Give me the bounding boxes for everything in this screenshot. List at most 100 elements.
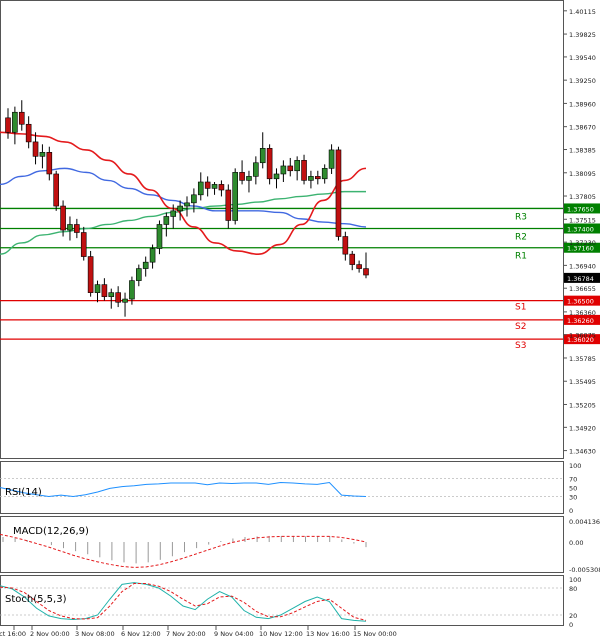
candle-body-down [315, 176, 321, 180]
candle-body-down [18, 111, 25, 125]
price-axis: 1.40115 1.39825 1.39540 1.39250 1.38960 1.386… [563, 8, 600, 456]
candle-body-down [5, 117, 11, 133]
ma-line-green [0, 190, 366, 255]
price-tick-label: 1.38670 [569, 124, 596, 132]
price-tick-label: 1.37805 [569, 193, 596, 201]
candle-body-up [12, 111, 18, 133]
time-tick-label: Oct 16:00 [0, 630, 26, 638]
level-name-r3: R3 [515, 212, 527, 222]
candle-body-down [218, 184, 225, 191]
candle-body-up [273, 173, 280, 180]
time-tick-label: 13 Nov 16:00 [306, 630, 350, 638]
candle-body-up [94, 284, 101, 293]
candle-body-up [67, 224, 73, 231]
candle-body-up [163, 216, 170, 225]
candle-body-down [335, 149, 342, 237]
price-tick-label: 1.35785 [569, 355, 596, 363]
candle-body-up [191, 194, 197, 204]
level-price-label-r2: 1.37400 [567, 225, 594, 233]
candle-body-down [363, 268, 369, 276]
macd-tick-label: 0.004136 [569, 518, 600, 526]
stoch-tick-label: 20 [569, 612, 577, 620]
time-tick-label: 3 Nov 08:00 [75, 630, 115, 638]
level-price-label-r1: 1.37160 [567, 245, 594, 253]
macd-panel-frame [0, 516, 564, 573]
price-tick-label: 1.39540 [569, 54, 596, 62]
candle-body-up [177, 205, 183, 212]
candle-body-down [225, 189, 232, 221]
macd-tick-label: -0.005308 [569, 566, 600, 574]
level-price-label-s3: 1.36020 [567, 336, 594, 344]
candle-body-up [184, 202, 190, 207]
rsi-tick-label: 50 [569, 485, 577, 493]
macd-label: MACD(12,26,9) [13, 526, 89, 537]
candle-body-up [129, 280, 135, 300]
price-tick-label: 1.37230 [569, 239, 596, 247]
support-resistance-levels: 1.37650 R3 1.37400 R2 1.37160 R1 1.36500 S1 1.36… [0, 203, 600, 351]
rsi-tick-label: 70 [569, 476, 577, 484]
candle-body-down [239, 172, 245, 181]
macd-panel: 0.004136 0.00 -0.005308 MACD(12,26,9) [0, 518, 600, 574]
candle-body-down [287, 165, 294, 172]
candle-body-up [253, 162, 259, 177]
time-axis: Oct 16:00 2 Nov 00:00 3 Nov 08:00 6 Nov 12:… [0, 626, 397, 638]
candle-body-down [301, 160, 307, 181]
candle-body-down [87, 256, 94, 293]
candle-body-down [74, 224, 80, 233]
candle-body-down [25, 123, 32, 143]
price-tick-label: 1.38960 [569, 100, 596, 108]
candle-body-down [356, 264, 362, 269]
candle-body-down [60, 205, 66, 231]
candle-body-up [136, 268, 142, 281]
level-name-r1: R1 [515, 252, 527, 262]
candle-body-up [321, 168, 328, 180]
candle-body-up [328, 149, 335, 169]
price-tick-label: 1.36360 [569, 309, 596, 317]
rsi-panel-frame [0, 461, 564, 514]
candle-body-up [156, 224, 163, 249]
candle-body-up [259, 148, 266, 164]
rsi-tick-label: 100 [569, 462, 581, 470]
price-tick-label: 1.39250 [569, 77, 596, 85]
candle-body-up [122, 298, 128, 303]
level-name-s3: S3 [515, 341, 526, 351]
candle-body-up [197, 181, 204, 196]
rsi-line [0, 482, 367, 498]
candle-body-up [246, 176, 252, 181]
moving-averages [0, 131, 367, 255]
candle-body-up [294, 160, 300, 172]
price-tick-label: 1.36940 [569, 262, 596, 270]
price-tick-label: 1.38385 [569, 147, 596, 155]
candle-body-up [280, 165, 287, 175]
stoch-tick-label: 0 [569, 621, 573, 629]
level-price-label-s1: 1.36500 [567, 298, 594, 306]
ma-line-red [0, 131, 367, 255]
candlesticks [5, 100, 369, 317]
time-tick-label: 6 Nov 12:00 [121, 630, 161, 638]
level-price-label-s2: 1.36260 [567, 317, 594, 325]
candle-body-up [39, 152, 46, 157]
rsi-label: RSI(14) [5, 487, 42, 498]
price-tick-label: 1.36655 [569, 285, 596, 293]
time-tick-label: 7 Nov 20:00 [166, 630, 206, 638]
candle-body-down [32, 141, 39, 157]
candle-body-up [142, 261, 149, 269]
rsi-tick-label: 0 [569, 507, 573, 515]
ma-line-blue [0, 167, 367, 228]
stoch-label: Stoch(5,5,3) [5, 594, 67, 605]
candle-body-up [308, 176, 314, 181]
price-tick-label: 1.36075 [569, 332, 596, 340]
price-tick-label: 1.35205 [569, 401, 596, 409]
candle-body-down [53, 173, 59, 207]
candle-body-down [342, 236, 349, 255]
price-tick-label: 1.38095 [569, 170, 596, 178]
price-tick-label: 1.40115 [569, 8, 596, 16]
stoch-panel-frame [0, 575, 564, 626]
stoch-tick-label: 100 [569, 576, 581, 584]
level-name-s1: S1 [515, 303, 526, 313]
time-tick-label: 9 Nov 04:00 [214, 630, 254, 638]
level-price-label-r3: 1.37650 [567, 205, 594, 213]
price-tick-label: 1.35495 [569, 378, 596, 386]
